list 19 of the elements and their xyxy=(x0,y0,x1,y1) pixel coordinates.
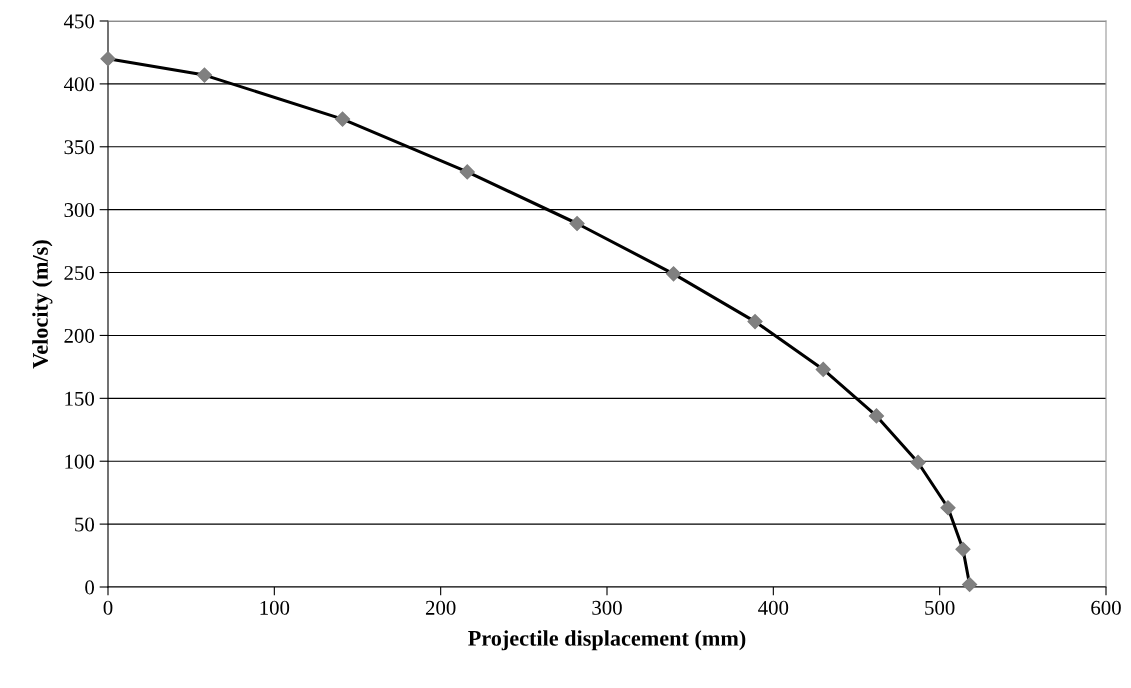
y-tick-label: 200 xyxy=(64,328,95,343)
y-tick-label: 350 xyxy=(64,140,95,155)
y-tick-label: 150 xyxy=(65,391,95,406)
y-tick-label: 100 xyxy=(65,454,95,469)
y-tick-label: 400 xyxy=(63,77,95,92)
x-tick-label: 400 xyxy=(758,600,789,615)
x-tick-label: 200 xyxy=(425,600,456,615)
y-tick-label: 50 xyxy=(75,517,95,532)
x-axis-title: Projectile displacement (mm) xyxy=(468,630,746,651)
x-tick-label: 0 xyxy=(103,600,113,615)
x-tick-label: 100 xyxy=(260,600,290,615)
y-tick-label: 0 xyxy=(85,580,95,595)
y-tick-label: 300 xyxy=(64,203,95,218)
y-tick-label: 450 xyxy=(63,14,95,29)
x-tick-label: 300 xyxy=(592,600,622,615)
x-tick-label: 600 xyxy=(1091,600,1121,615)
x-tick-label: 500 xyxy=(925,600,955,615)
y-axis-title: Velocity (m/s) xyxy=(32,240,53,369)
y-tick-label: 250 xyxy=(64,265,95,280)
